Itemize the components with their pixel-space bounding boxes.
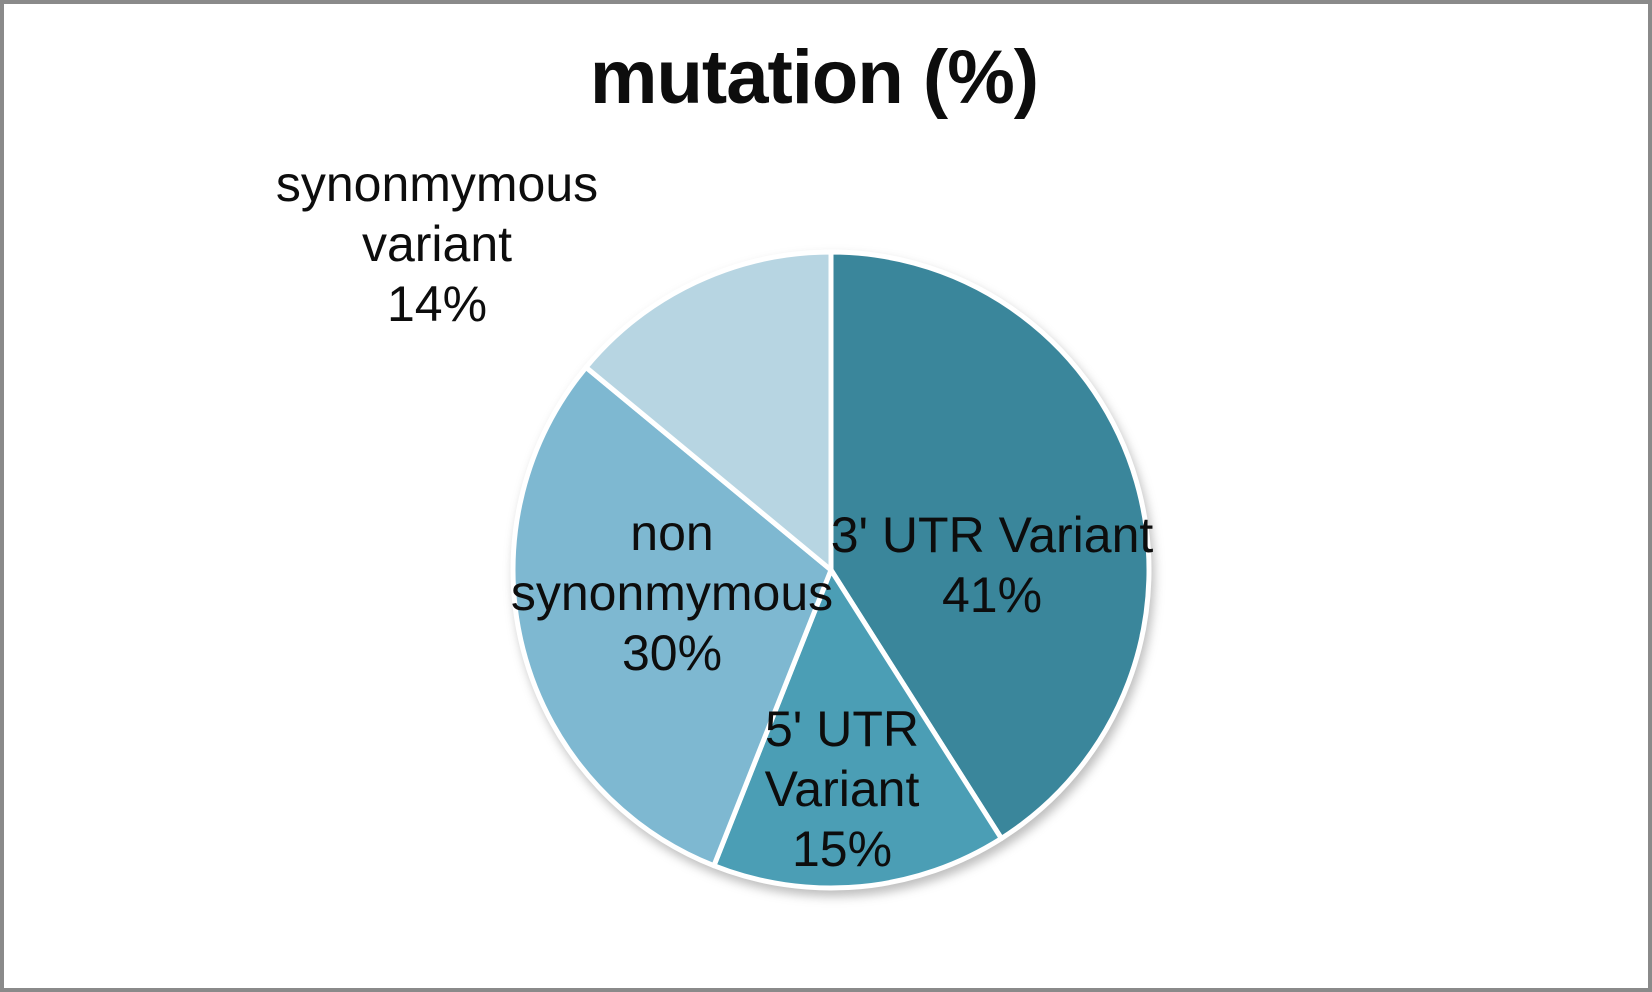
pie-slice-3 — [510, 364, 834, 869]
pie-labels-group: 3' UTR Variant 41% 5' UTR Variant 15% non syno… — [276, 156, 1154, 877]
pie-slices-group — [510, 249, 1152, 891]
slice-label-4: synonmymous variant 14% — [276, 156, 598, 332]
chart-title: mutation (%) — [589, 35, 1039, 120]
pie-slice-4 — [583, 249, 834, 573]
slice-label-1: 3' UTR Variant 41% — [831, 507, 1154, 623]
slice-label-3: non synonmymous 30% — [511, 505, 833, 681]
pie-slice-2 — [711, 567, 1004, 891]
pie-chart: 3' UTR Variant 41% 5' UTR Variant 15% non syno… — [276, 156, 1154, 891]
slice-label-2: 5' UTR Variant 15% — [765, 701, 920, 877]
